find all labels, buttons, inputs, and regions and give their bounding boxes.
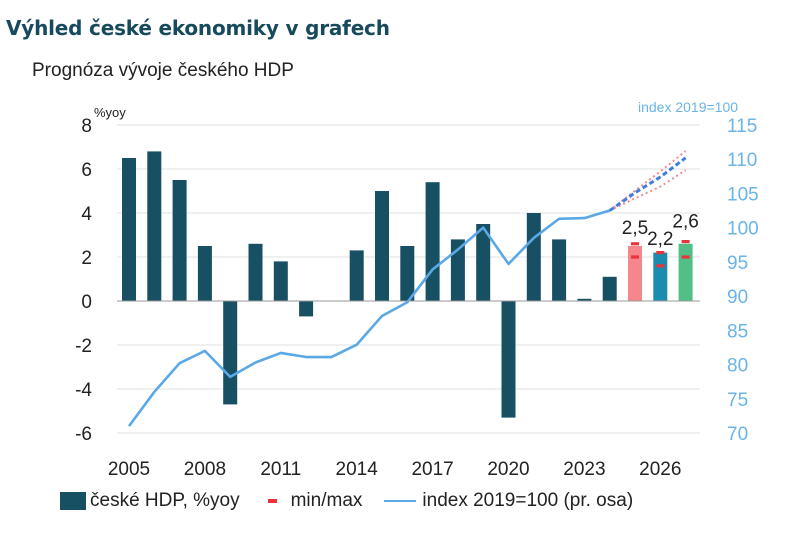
minmax-series	[631, 240, 690, 268]
left-tick-label: -2	[75, 336, 92, 357]
right-tick-label: 90	[727, 287, 748, 308]
legend-label-gdp: české HDP, %yoy	[90, 490, 240, 511]
bar-2015	[375, 191, 389, 301]
right-axis: 115 110 105 100 95 90 85 80 75 70 index 2019=100	[638, 99, 759, 445]
data-label-2027: 2,6	[672, 211, 698, 232]
left-tick-label: 8	[81, 116, 92, 137]
gdp-chart: 2,52,22,6 8 6 4 2 0 -2 -4 -6 %yoy 115 110 105 100 95…	[75, 99, 759, 480]
bar-2023	[577, 298, 592, 301]
left-tick-label: 4	[81, 204, 92, 225]
x-tick-label: 2026	[639, 459, 681, 480]
bar-2009	[223, 301, 238, 405]
data-label-2025: 2,5	[622, 218, 648, 239]
forecast-data-labels: 2,52,22,6	[622, 211, 699, 250]
bar-2006	[147, 151, 162, 301]
bar-2007	[172, 180, 187, 301]
left-tick-label: 0	[81, 292, 92, 313]
bar-2019	[476, 224, 491, 301]
right-tick-label: 105	[727, 184, 759, 205]
bar-series	[122, 151, 693, 418]
index-forecast-low	[609, 169, 687, 212]
x-tick-label: 2017	[411, 459, 453, 480]
right-tick-label: 110	[727, 150, 757, 171]
legend-item-gdp: české HDP, %yoy	[60, 490, 240, 512]
bar-2018	[450, 239, 465, 301]
bar-2016	[400, 246, 415, 301]
bar-2026	[653, 252, 668, 301]
legend-item-minmax: min/max	[262, 490, 363, 512]
legend-item-index: index 2019=100 (pr. osa)	[384, 490, 633, 512]
index-forecast-base	[608, 156, 687, 212]
right-tick-label: 85	[727, 321, 748, 342]
bar-2021	[526, 213, 541, 301]
legend-swatch-line	[384, 500, 417, 502]
left-tick-label: 6	[81, 160, 92, 181]
bar-2027	[678, 243, 693, 301]
index-line	[127, 209, 611, 427]
bar-2020	[501, 301, 516, 418]
right-tick-label: 75	[727, 390, 748, 411]
gridlines	[117, 124, 700, 434]
left-tick-label: -4	[75, 380, 92, 401]
bar-2005	[122, 158, 136, 301]
bar-2017	[425, 182, 440, 301]
bar-2014	[349, 250, 364, 301]
left-axis: 8 6 4 2 0 -2 -4 -6 %yoy	[75, 105, 126, 445]
bar-2012	[299, 301, 314, 317]
right-tick-label: 70	[727, 424, 748, 445]
legend-label-index: index 2019=100 (pr. osa)	[422, 490, 634, 511]
legend-swatch-bar	[60, 492, 86, 510]
right-tick-label: 80	[727, 356, 748, 377]
headline: Výhled české ekonomiky v grafech	[6, 16, 390, 40]
left-axis-unit: %yoy	[94, 105, 126, 120]
right-tick-label: 100	[727, 219, 759, 240]
x-tick-label: 2020	[487, 459, 529, 480]
index-line-series	[127, 150, 687, 427]
left-tick-label: -6	[75, 424, 92, 445]
x-tick-label: 2023	[563, 459, 605, 480]
x-tick-label: 2014	[336, 459, 379, 480]
bar-2025	[628, 246, 642, 301]
right-axis-unit: index 2019=100	[638, 99, 738, 115]
bar-2011	[273, 261, 288, 301]
bar-2010	[248, 243, 263, 301]
index-forecast-high	[609, 150, 687, 212]
bar-2022	[552, 239, 567, 301]
right-tick-label: 95	[727, 253, 748, 274]
right-tick-label: 115	[727, 116, 757, 137]
legend-label-minmax: min/max	[290, 490, 363, 511]
x-tick-label: 2008	[184, 459, 226, 480]
data-label-2026: 2,2	[647, 229, 673, 250]
x-tick-label: 2011	[260, 459, 301, 480]
x-axis: 2005 2008 2011 2014 2017 2020 2023 2026	[108, 300, 700, 480]
left-tick-label: 2	[81, 248, 92, 269]
chart-title: Prognóza vývoje českého HDP	[32, 60, 294, 81]
legend: české HDP, %yoy min/max index 2019=100 (…	[60, 486, 655, 516]
bar-2008	[197, 246, 212, 301]
x-tick-label: 2005	[108, 459, 150, 480]
bar-2024	[602, 276, 617, 301]
legend-swatch-minmax	[267, 499, 277, 503]
